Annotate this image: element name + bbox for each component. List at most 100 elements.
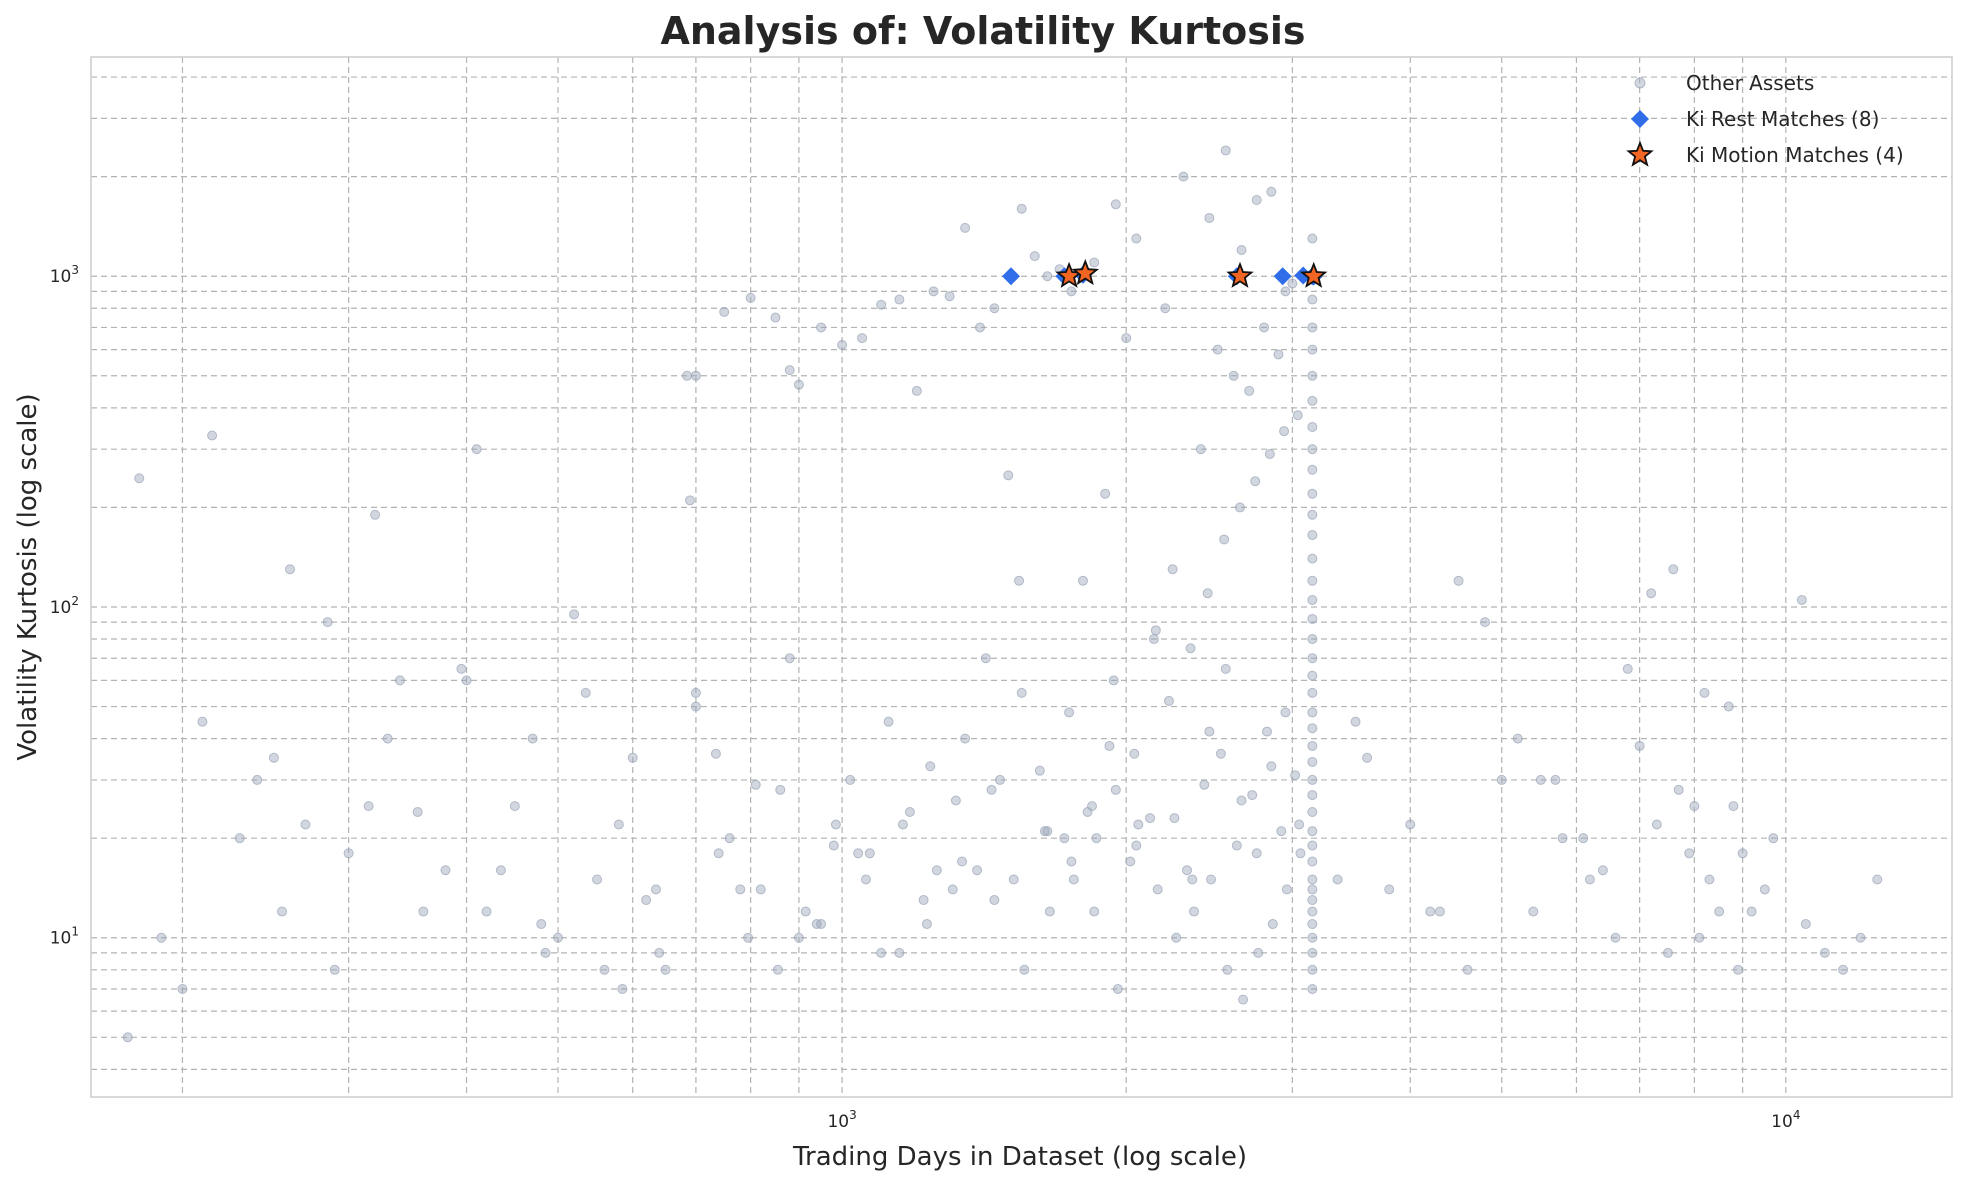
other-asset-point xyxy=(553,932,564,943)
y-axis-label: Volatility Kurtosis (log scale) xyxy=(13,393,43,760)
other-asset-point xyxy=(1290,770,1301,781)
other-asset-point xyxy=(418,906,429,917)
other-asset-point xyxy=(1728,801,1739,812)
other-asset-point xyxy=(1280,286,1291,297)
other-asset-point xyxy=(1578,833,1589,844)
other-asset-point xyxy=(1129,748,1140,759)
other-asset-point xyxy=(1167,564,1178,575)
other-asset-point xyxy=(1307,322,1318,333)
legend-marker xyxy=(1631,110,1649,128)
other-asset-point xyxy=(1307,840,1318,851)
other-asset-point xyxy=(828,840,839,851)
other-asset-point xyxy=(382,733,393,744)
other-asset-point xyxy=(918,895,929,906)
other-asset-point xyxy=(1016,687,1027,698)
other-asset-point xyxy=(1110,784,1121,795)
y-tick-label: 101 xyxy=(50,925,79,949)
other-asset-point xyxy=(1689,801,1700,812)
legend-marker xyxy=(1626,140,1654,167)
other-asset-point xyxy=(921,919,932,930)
other-asset-point xyxy=(1838,964,1849,975)
other-asset-point xyxy=(994,774,1005,785)
other-asset-point xyxy=(1251,194,1262,205)
other-asset-point xyxy=(811,919,822,930)
other-asset-point xyxy=(234,833,245,844)
other-asset-point xyxy=(1219,534,1230,545)
other-asset-point xyxy=(1281,884,1292,895)
legend-label: Ki Motion Matches (4) xyxy=(1686,143,1904,167)
other-asset-point xyxy=(1307,874,1318,885)
other-asset-point xyxy=(853,848,864,859)
other-asset-point xyxy=(1066,856,1077,867)
plot-frame xyxy=(90,56,1953,1098)
other-asset-point xyxy=(931,865,942,876)
other-asset-point xyxy=(1307,983,1318,994)
other-asset-point xyxy=(1014,575,1025,586)
legend-entry: Other Assets xyxy=(1634,71,1814,95)
other-asset-point xyxy=(569,609,580,620)
other-asset-point xyxy=(1622,663,1633,674)
other-asset-point xyxy=(1307,509,1318,520)
other-asset-point xyxy=(1307,906,1318,917)
other-asset-point xyxy=(1872,874,1883,885)
other-asset-point xyxy=(1307,947,1318,958)
other-asset-point xyxy=(1651,819,1662,830)
other-asset-point xyxy=(883,716,894,727)
other-asset-point xyxy=(1231,840,1242,851)
other-asset-point xyxy=(1434,906,1445,917)
other-asset-point xyxy=(1307,756,1318,767)
other-asset-point xyxy=(627,752,638,763)
other-asset-point xyxy=(1042,271,1053,282)
other-asset-point xyxy=(1307,530,1318,541)
other-asset-point xyxy=(1684,848,1695,859)
other-asset-point xyxy=(268,752,279,763)
other-asset-point xyxy=(960,733,971,744)
other-asset-point xyxy=(197,716,208,727)
other-asset-point xyxy=(876,299,887,310)
other-asset-point xyxy=(156,932,167,943)
other-asset-point xyxy=(1077,575,1088,586)
other-asset-point xyxy=(650,884,661,895)
other-asset-point xyxy=(300,819,311,830)
other-asset-point xyxy=(329,964,340,975)
other-asset-point xyxy=(1185,643,1196,654)
other-asset-point xyxy=(1307,740,1318,751)
y-tick-labels: 101 102 103 xyxy=(50,263,79,949)
other-asset-point xyxy=(864,848,875,859)
other-asset-point xyxy=(1646,588,1657,599)
other-asset-point xyxy=(1496,774,1507,785)
other-asset-point xyxy=(690,701,701,712)
other-asset-point xyxy=(1634,740,1645,751)
other-asset-point xyxy=(1259,322,1270,333)
other-asset-point xyxy=(394,675,405,686)
other-asset-point xyxy=(1610,932,1621,943)
other-asset-point xyxy=(1044,906,1055,917)
rest-match-point xyxy=(1273,267,1292,286)
other-asset-point xyxy=(1204,212,1215,223)
other-asset-point xyxy=(1819,947,1830,958)
x-tick-labels: 103 104 xyxy=(827,1108,1800,1132)
other-asset-point xyxy=(536,919,547,930)
other-asset-point xyxy=(897,819,908,830)
other-asset-point xyxy=(1292,410,1303,421)
other-asset-point xyxy=(1110,199,1121,210)
other-asset-point xyxy=(343,848,354,859)
other-asset-point xyxy=(1800,919,1811,930)
other-asset-point xyxy=(1266,186,1277,197)
other-asset-point xyxy=(928,286,939,297)
other-asset-point xyxy=(1714,906,1725,917)
other-asset-point xyxy=(1557,833,1568,844)
other-asset-point xyxy=(944,291,955,302)
legend-label: Other Assets xyxy=(1686,71,1814,95)
other-asset-point xyxy=(775,784,786,795)
other-asset-point xyxy=(1673,784,1684,795)
other-asset-point xyxy=(580,687,591,698)
other-asset-point xyxy=(1148,634,1159,645)
other-asset-point xyxy=(122,1032,133,1043)
other-asset-point xyxy=(471,444,482,455)
other-asset-point xyxy=(1295,848,1306,859)
other-asset-point xyxy=(1236,245,1247,256)
other-asset-point xyxy=(857,333,868,344)
other-asset-point xyxy=(1236,795,1247,806)
other-asset-point xyxy=(989,303,1000,314)
